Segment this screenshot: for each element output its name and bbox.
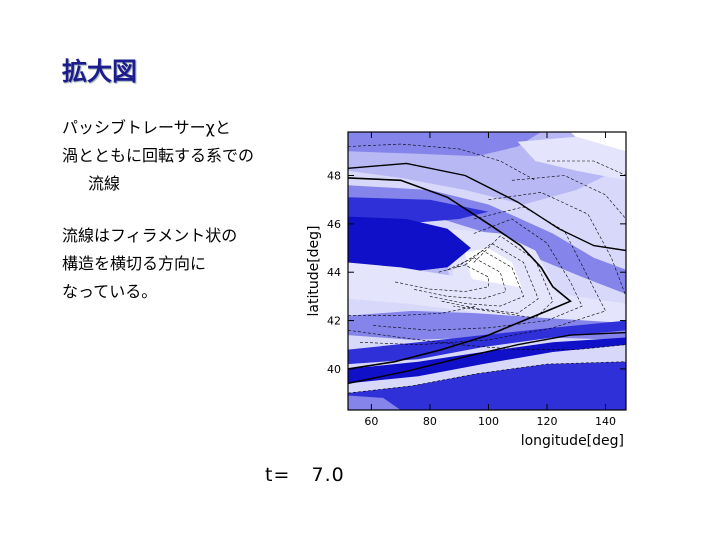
contour-fill-region [348, 216, 471, 273]
y-axis-ticks: 40 42 44 46 48 [327, 170, 626, 376]
x-tick-label: 60 [364, 415, 378, 428]
time-label: t= [265, 464, 291, 486]
time-readout: t= 7.0 [265, 464, 345, 486]
dashed-contour-line [488, 192, 626, 297]
dashed-contour-line [394, 264, 489, 292]
plot-frame [347, 131, 627, 411]
text-line: 構造を横切る方向に [62, 254, 207, 273]
y-tick-label: 40 [327, 363, 341, 376]
x-tick-label: 80 [423, 415, 437, 428]
contour-fill-region [348, 395, 401, 410]
contour-fill-region [348, 361, 626, 410]
dashed-contour-line [348, 305, 477, 316]
contour-fill-region [348, 197, 489, 224]
y-tick-label: 44 [327, 266, 341, 279]
y-tick-label: 42 [327, 315, 341, 328]
dashed-contour-line [348, 361, 626, 394]
y-axis-label: latitude[deg] [306, 225, 322, 316]
streamline-path [348, 177, 572, 370]
solid-contours [348, 162, 626, 385]
time-value: 7.0 [311, 464, 345, 486]
text-line: 渦とともに回転する系での [62, 146, 255, 165]
dashed-contour-line [453, 235, 554, 319]
slide-title: 拡大図 [62, 57, 138, 86]
x-tick-label: 100 [478, 415, 499, 428]
contour-fill-region [517, 136, 626, 181]
text-line: 流線はフィラメント状の [62, 226, 238, 245]
y-tick-label: 48 [327, 170, 341, 183]
dashed-contour-line [371, 218, 583, 331]
dashed-contour-line [429, 250, 524, 307]
x-axis-label: longitude[deg] [521, 433, 624, 449]
dashed-contours [348, 143, 626, 394]
plot-area [348, 132, 626, 410]
dashed-contour-line [547, 160, 626, 176]
contour-fill-region [348, 337, 626, 384]
text-line: なっている。 [62, 282, 158, 301]
dashed-contour-line [511, 175, 626, 220]
contour-fill-region [348, 132, 542, 157]
dashed-contour-line [348, 329, 626, 350]
contour-fill-region [348, 320, 626, 365]
solid-contour-line [348, 162, 626, 252]
y-tick-label: 46 [327, 218, 341, 231]
dashed-contour-line [441, 242, 539, 314]
solid-contour-line [348, 331, 626, 385]
text-line: 流線 [88, 174, 121, 193]
x-axis-ticks: 60 80 100 120 140 [364, 132, 616, 428]
streamline-description: 流線はフィラメント状の 構造を横切る方向に なっている。 [62, 222, 237, 306]
x-tick-label: 120 [536, 415, 557, 428]
x-tick-label: 140 [595, 415, 616, 428]
streamline-curve [348, 177, 572, 370]
contour-fill-region [348, 262, 626, 336]
text-line: パッシブトレーサーχと [62, 118, 231, 137]
dashed-contour-line [348, 143, 536, 181]
tracer-description: パッシブトレーサーχと 渦とともに回転する系での 流線 [62, 114, 254, 198]
